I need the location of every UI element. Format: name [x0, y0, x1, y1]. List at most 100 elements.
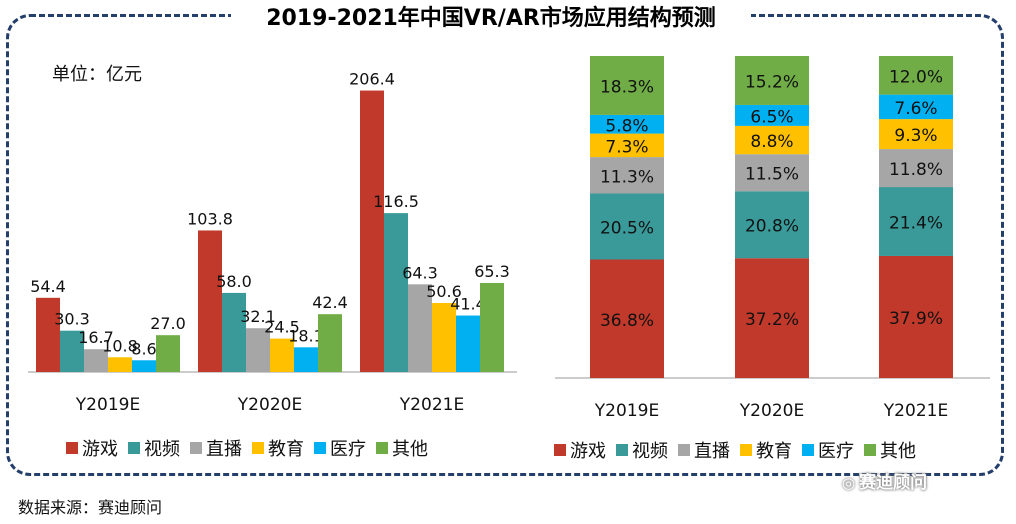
stack-seg-游戏-Y2021E [879, 255, 953, 378]
bar-教育-Y2021E [432, 303, 456, 372]
stack-label-直播-Y2021E: 11.8% [889, 160, 943, 180]
bar-视频-Y2020E [222, 292, 246, 372]
stack-label-教育-Y2020E: 8.8% [750, 132, 793, 152]
legend-label: 游戏 [82, 439, 118, 460]
data-label-游戏-Y2021E: 206.4 [349, 70, 395, 89]
bar-教育-Y2019E [108, 357, 132, 372]
legend-right: 游戏 视频 直播 教育 医疗 其他 [554, 437, 916, 463]
bar-视频-Y2019E [60, 330, 84, 372]
stack-seg-直播-Y2021E [879, 149, 953, 188]
bar-游戏-Y2019E [36, 297, 60, 372]
data-label-视频-Y2020E: 58.0 [216, 272, 252, 291]
data-label-医疗-Y2021E: 41.4 [450, 295, 486, 314]
stack-seg-其他-Y2019E [590, 56, 664, 115]
data-label-直播-Y2020E: 32.1 [240, 307, 276, 326]
legend-swatch [252, 442, 264, 454]
legend-label: 其他 [392, 439, 428, 460]
legend-swatch [314, 442, 326, 454]
stack-label-教育-Y2021E: 9.3% [894, 126, 937, 146]
legend-swatch [616, 444, 628, 456]
data-label-其他-Y2020E: 42.4 [312, 293, 348, 312]
chart-title: 2019-2021年中国VR/AR市场应用结构预测 [231, 4, 751, 34]
stack-label-直播-Y2019E: 11.3% [600, 167, 654, 187]
legend-item-其他: 其他 [376, 435, 428, 461]
watermark-text: 赛迪顾问 [859, 473, 928, 493]
bar-医疗-Y2021E [456, 315, 480, 372]
data-label-医疗-Y2020E: 18.1 [288, 326, 324, 345]
legend-item-游戏: 游戏 [554, 437, 606, 463]
bar-其他-Y2021E [480, 282, 504, 372]
data-label-教育-Y2019E: 10.8 [102, 336, 138, 355]
data-label-其他-Y2021E: 65.3 [474, 262, 510, 281]
stack-label-游戏-Y2021E: 37.9% [889, 309, 943, 329]
stack-seg-视频-Y2021E [879, 187, 953, 256]
wechat-icon: ◎ [842, 474, 856, 492]
data-label-其他-Y2019E: 27.0 [150, 314, 186, 333]
stack-seg-教育-Y2021E [879, 119, 953, 150]
legend-item-医疗: 医疗 [802, 437, 854, 463]
legend-item-直播: 直播 [190, 435, 242, 461]
bar-教育-Y2020E [270, 338, 294, 372]
data-label-游戏-Y2020E: 103.8 [187, 209, 233, 228]
data-label-直播-Y2019E: 16.7 [78, 328, 114, 347]
legend-label: 游戏 [570, 441, 606, 462]
bar-其他-Y2019E [156, 335, 180, 372]
stack-seg-教育-Y2020E [735, 125, 809, 155]
stack-seg-游戏-Y2020E [735, 258, 809, 378]
stack-label-视频-Y2021E: 21.4% [889, 214, 943, 234]
stack-label-视频-Y2019E: 20.5% [600, 218, 654, 238]
legend-swatch [740, 444, 752, 456]
stack-label-游戏-Y2020E: 37.2% [745, 310, 799, 330]
data-label-教育-Y2020E: 24.5 [264, 318, 300, 337]
legend-label: 直播 [694, 441, 730, 462]
bar-直播-Y2021E [408, 284, 432, 372]
stack-seg-教育-Y2019E [590, 133, 664, 158]
stack-seg-视频-Y2019E [590, 193, 664, 260]
legend-label: 医疗 [818, 441, 854, 462]
legend-swatch [128, 442, 140, 454]
legend-item-游戏: 游戏 [66, 435, 118, 461]
stack-label-医疗-Y2019E: 5.8% [605, 116, 648, 136]
stack-label-游戏-Y2019E: 36.8% [600, 311, 654, 331]
legend-swatch [376, 442, 388, 454]
bar-游戏-Y2020E [198, 230, 222, 372]
legend-swatch [190, 442, 202, 454]
stack-label-其他-Y2021E: 12.0% [889, 67, 943, 87]
data-label-医疗-Y2019E: 8.6 [131, 339, 156, 358]
x-tick-label-right: Y2019E [594, 401, 659, 421]
legend-left: 游戏 视频 直播 教育 医疗 其他 [66, 435, 428, 461]
stack-label-其他-Y2019E: 18.3% [600, 77, 654, 97]
data-label-视频-Y2019E: 30.3 [54, 310, 90, 329]
stack-label-直播-Y2020E: 11.5% [745, 165, 799, 185]
legend-swatch [678, 444, 690, 456]
data-label-游戏-Y2019E: 54.4 [30, 277, 66, 296]
bar-视频-Y2021E [384, 213, 408, 372]
data-label-直播-Y2021E: 64.3 [402, 263, 438, 282]
stack-seg-医疗-Y2020E [735, 104, 809, 126]
x-tick-label-right: Y2020E [739, 401, 804, 421]
legend-label: 医疗 [330, 439, 366, 460]
stack-label-教育-Y2019E: 7.3% [605, 137, 648, 157]
stack-label-视频-Y2020E: 20.8% [745, 217, 799, 237]
stack-seg-其他-Y2020E [735, 56, 809, 105]
legend-item-教育: 教育 [740, 437, 792, 463]
legend-swatch [802, 444, 814, 456]
legend-label: 视频 [144, 439, 180, 460]
bar-直播-Y2019E [84, 349, 108, 372]
bar-医疗-Y2019E [132, 360, 156, 372]
stack-label-医疗-Y2021E: 7.6% [894, 99, 937, 119]
legend-swatch [554, 444, 566, 456]
stack-seg-医疗-Y2019E [590, 114, 664, 134]
legend-label: 教育 [268, 439, 304, 460]
stack-label-医疗-Y2020E: 6.5% [750, 107, 793, 127]
legend-label: 直播 [206, 439, 242, 460]
bar-医疗-Y2020E [294, 347, 318, 372]
legend-label: 其他 [880, 441, 916, 462]
unit-label: 单位：亿元 [52, 64, 142, 85]
legend-label: 视频 [632, 441, 668, 462]
stack-seg-游戏-Y2019E [590, 259, 664, 378]
legend-swatch [864, 444, 876, 456]
stack-seg-其他-Y2021E [879, 56, 953, 95]
bar-游戏-Y2021E [360, 90, 384, 372]
